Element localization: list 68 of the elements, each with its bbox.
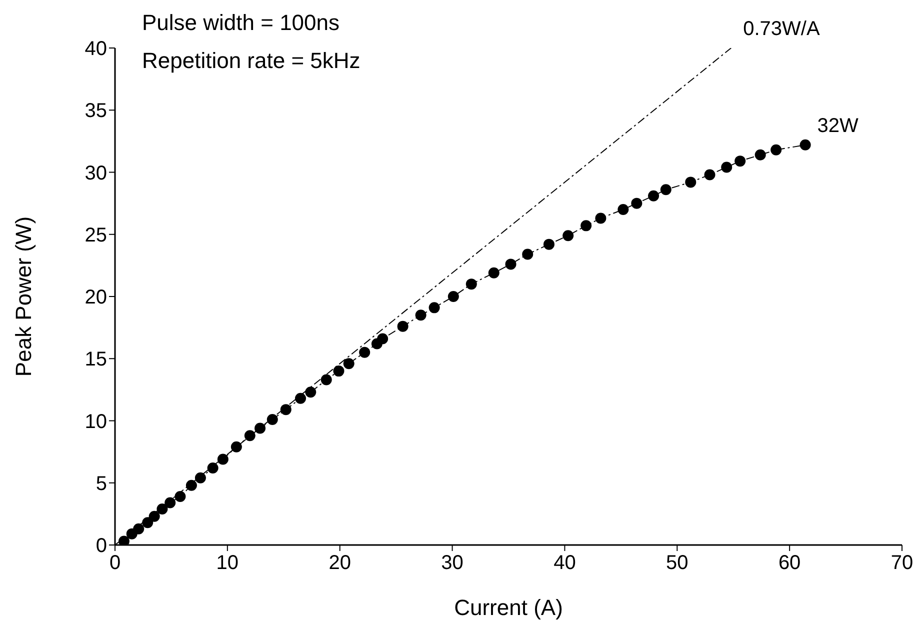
point [148, 510, 160, 522]
y-axis-title: Peak Power (W) [10, 216, 36, 377]
point [164, 497, 176, 508]
x-tick-label: 20 [328, 552, 351, 574]
point [580, 220, 592, 232]
annotation: Repetition rate = 5kHz [142, 48, 360, 74]
y-tick-label: 10 [84, 410, 107, 433]
point [142, 517, 154, 528]
point [295, 392, 306, 404]
point [118, 536, 130, 545]
point [618, 204, 629, 216]
y-tick-label: 15 [84, 348, 107, 371]
x-tick-label: 70 [890, 552, 914, 574]
point [488, 267, 500, 278]
point [343, 358, 354, 370]
annotation: 0.73W/A [743, 18, 820, 41]
point [266, 414, 278, 426]
point [359, 346, 370, 358]
point [648, 190, 660, 202]
point [428, 302, 440, 314]
point [320, 374, 332, 386]
point [397, 320, 408, 332]
point [770, 144, 782, 156]
point [448, 291, 459, 302]
text: Pulse width = 100ns [142, 10, 340, 36]
point [305, 386, 316, 398]
y-tick-label: 0 [96, 535, 107, 558]
point [415, 310, 426, 321]
y-tick-label: 5 [96, 472, 107, 495]
point [156, 503, 168, 514]
point [244, 430, 256, 442]
point [377, 333, 388, 344]
x-tick-label: 30 [441, 552, 464, 574]
point [704, 169, 716, 180]
point [734, 156, 746, 167]
y-tick-label: 20 [84, 286, 107, 309]
point [505, 258, 516, 270]
x-tick-label: 10 [216, 552, 239, 574]
x-tick-label: 50 [666, 552, 688, 574]
point [133, 523, 144, 534]
point [660, 184, 672, 196]
point [254, 422, 266, 434]
point [230, 441, 242, 452]
point [186, 480, 197, 491]
x-tick-label: 60 [778, 552, 801, 574]
y-tick-label: 30 [84, 162, 107, 184]
point [543, 238, 554, 250]
annotation: 32W [817, 114, 858, 138]
point [280, 404, 292, 416]
point [174, 491, 186, 502]
y-tick-label: 35 [84, 100, 107, 122]
point [522, 248, 534, 260]
point [685, 176, 696, 188]
point [721, 162, 732, 173]
point [194, 472, 206, 484]
point [333, 366, 344, 377]
point [800, 139, 811, 150]
point [217, 454, 228, 465]
point [207, 462, 218, 474]
point [595, 212, 606, 224]
point [466, 278, 477, 290]
y-tick-label: 40 [84, 38, 107, 60]
x-tick-label: 40 [554, 552, 576, 574]
point [754, 149, 766, 160]
point [562, 230, 574, 242]
y-tick-label: 25 [84, 224, 107, 246]
x-axis-title: Current (A) [454, 595, 563, 620]
point [631, 198, 642, 209]
